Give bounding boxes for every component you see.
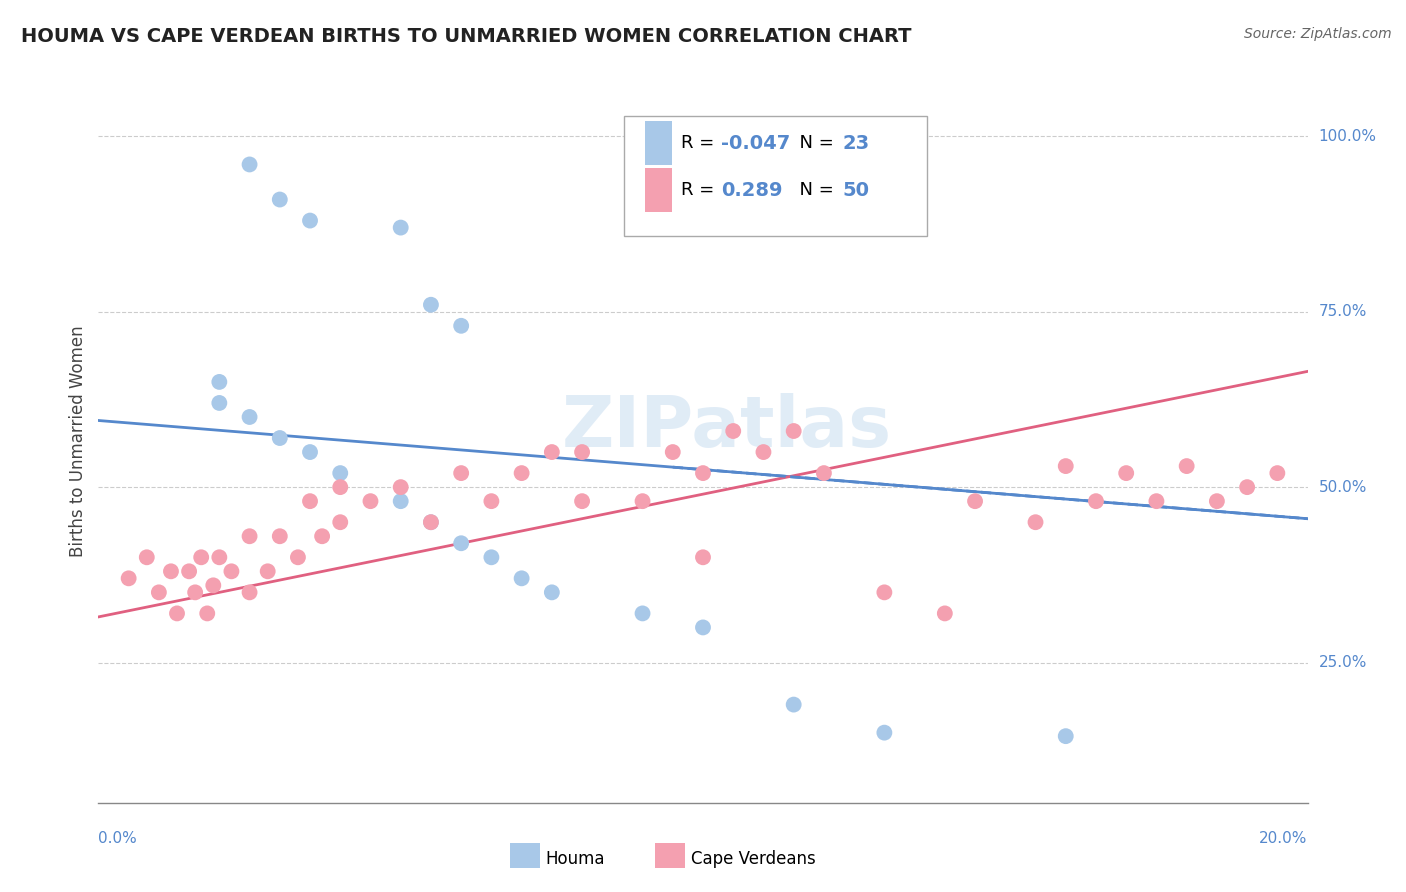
Point: [692, 466, 714, 480]
Point: [571, 494, 593, 508]
Point: [450, 536, 472, 550]
Point: [239, 157, 262, 171]
Point: [481, 550, 503, 565]
Point: [1085, 494, 1108, 508]
Point: [202, 578, 225, 592]
Bar: [645, 169, 672, 212]
Point: [510, 466, 533, 480]
Point: [299, 445, 322, 459]
Point: [540, 445, 562, 459]
Bar: [509, 843, 540, 868]
Point: [420, 298, 443, 312]
Point: [329, 515, 352, 529]
Point: [540, 585, 562, 599]
Point: [360, 494, 382, 508]
Point: [873, 725, 896, 739]
Point: [195, 607, 218, 621]
Point: [148, 585, 170, 599]
Point: [389, 480, 412, 494]
Point: [450, 466, 472, 480]
Text: ZIPatlas: ZIPatlas: [562, 392, 893, 461]
Point: [1115, 466, 1137, 480]
Point: [239, 529, 262, 543]
Point: [1024, 515, 1046, 529]
Point: [661, 445, 683, 459]
Point: [1236, 480, 1258, 494]
Point: [934, 607, 956, 621]
Point: [813, 466, 835, 480]
Bar: [645, 121, 672, 165]
Point: [723, 424, 745, 438]
Point: [1054, 729, 1077, 743]
Text: 75.0%: 75.0%: [1319, 304, 1367, 319]
Point: [481, 494, 503, 508]
Point: [450, 318, 472, 333]
Point: [420, 515, 443, 529]
Point: [1144, 494, 1167, 508]
Point: [166, 607, 188, 621]
Point: [190, 550, 212, 565]
Point: [311, 529, 333, 543]
Point: [269, 431, 291, 445]
Bar: [655, 843, 685, 868]
Point: [783, 424, 806, 438]
Text: 100.0%: 100.0%: [1319, 129, 1376, 144]
Text: Houma: Houma: [546, 850, 606, 868]
Point: [299, 213, 322, 227]
Point: [510, 571, 533, 585]
Point: [208, 396, 231, 410]
Text: HOUMA VS CAPE VERDEAN BIRTHS TO UNMARRIED WOMEN CORRELATION CHART: HOUMA VS CAPE VERDEAN BIRTHS TO UNMARRIE…: [21, 27, 911, 45]
Point: [329, 480, 352, 494]
Point: [1175, 459, 1198, 474]
Text: 0.0%: 0.0%: [98, 830, 138, 846]
Point: [221, 564, 243, 578]
Point: [692, 550, 714, 565]
Text: N =: N =: [787, 181, 839, 199]
Text: R =: R =: [682, 181, 720, 199]
Point: [179, 564, 201, 578]
Point: [631, 607, 654, 621]
Point: [1206, 494, 1229, 508]
Text: 50.0%: 50.0%: [1319, 480, 1367, 495]
Point: [389, 220, 412, 235]
Point: [239, 409, 262, 424]
Point: [184, 585, 207, 599]
Point: [208, 550, 231, 565]
Text: 50: 50: [842, 181, 869, 200]
Point: [118, 571, 141, 585]
Point: [256, 564, 278, 578]
Point: [631, 494, 654, 508]
Point: [239, 585, 262, 599]
FancyBboxPatch shape: [624, 116, 927, 235]
Text: 20.0%: 20.0%: [1260, 830, 1308, 846]
Point: [783, 698, 806, 712]
Text: Cape Verdeans: Cape Verdeans: [690, 850, 815, 868]
Point: [269, 529, 291, 543]
Text: -0.047: -0.047: [721, 134, 790, 153]
Point: [208, 375, 231, 389]
Text: 0.289: 0.289: [721, 181, 783, 200]
Point: [692, 620, 714, 634]
Point: [160, 564, 183, 578]
Point: [420, 515, 443, 529]
Point: [965, 494, 987, 508]
Point: [299, 494, 322, 508]
Text: Source: ZipAtlas.com: Source: ZipAtlas.com: [1244, 27, 1392, 41]
Text: N =: N =: [787, 134, 839, 153]
Point: [752, 445, 775, 459]
Text: 25.0%: 25.0%: [1319, 655, 1367, 670]
Point: [329, 466, 352, 480]
Point: [1267, 466, 1289, 480]
Point: [389, 494, 412, 508]
Text: 23: 23: [842, 134, 869, 153]
Point: [873, 585, 896, 599]
Point: [287, 550, 309, 565]
Point: [1054, 459, 1077, 474]
Point: [135, 550, 157, 565]
Point: [571, 445, 593, 459]
Y-axis label: Births to Unmarried Women: Births to Unmarried Women: [69, 326, 87, 558]
Text: R =: R =: [682, 134, 720, 153]
Point: [269, 193, 291, 207]
